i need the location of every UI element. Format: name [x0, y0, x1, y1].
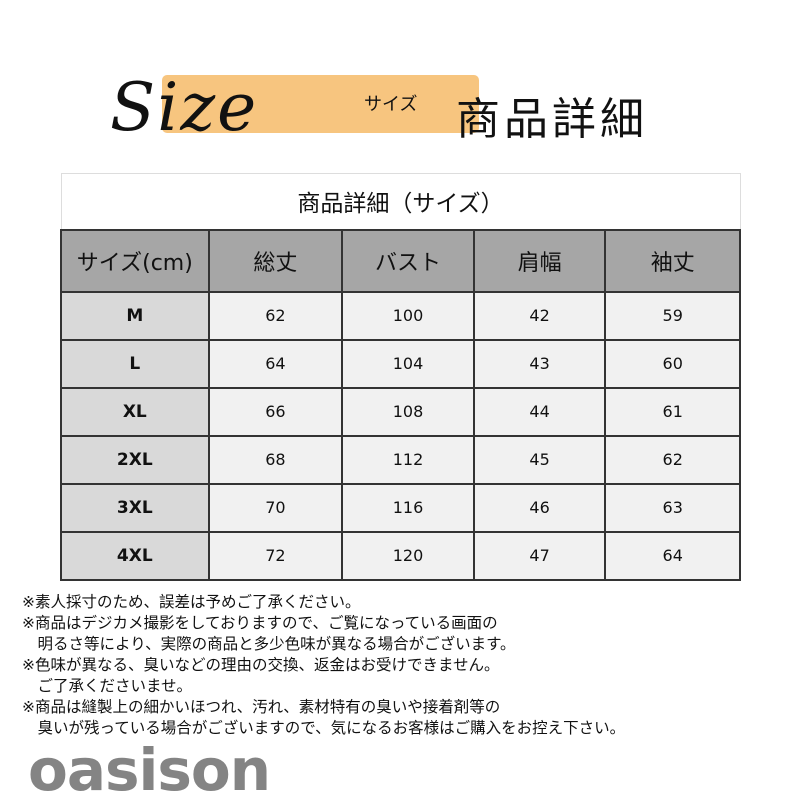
note-line: 臭いが残っている場合がございますので、気になるお客様はご購入をお控え下さい。 [22, 719, 626, 737]
measurement-cell: 112 [341, 434, 475, 485]
table-row: L 64 104 43 60 [60, 338, 741, 389]
size-label: L [60, 338, 210, 389]
header-length: 総丈 [207, 228, 344, 293]
measurement-cell: 120 [341, 530, 475, 581]
size-label: 3XL [60, 482, 210, 533]
measurement-cell: 61 [604, 386, 741, 437]
size-table: 商品詳細（サイズ） サイズ(cm) 総丈 バスト 肩幅 袖丈 M 62 100 42 5… [60, 173, 741, 581]
header-bust: バスト [341, 228, 475, 293]
measurement-cell: 62 [604, 434, 741, 485]
table-row: M 62 100 42 59 [60, 290, 741, 341]
table-row: XL 66 108 44 61 [60, 386, 741, 437]
table-row: 3XL 70 116 46 63 [60, 482, 741, 533]
table-caption: 商品詳細（サイズ） [60, 173, 741, 231]
note-line: 明るさ等により、実際の商品と多少色味が異なる場合がございます。 [22, 635, 516, 653]
measurement-cell: 116 [341, 482, 475, 533]
header-shoulder: 肩幅 [472, 228, 607, 293]
measurement-cell: 72 [207, 530, 344, 581]
note-line: ご了承くださいませ。 [22, 677, 193, 695]
measurement-cell: 66 [207, 386, 344, 437]
measurement-cell: 68 [207, 434, 344, 485]
size-label: 2XL [60, 434, 210, 485]
note-line: ※色味が異なる、臭いなどの理由の交換、返金はお受けできません。 [22, 656, 500, 674]
measurement-cell: 60 [604, 338, 741, 389]
measurement-cell: 59 [604, 290, 741, 341]
measurement-cell: 46 [472, 482, 607, 533]
watermark-logo: oasison [28, 736, 271, 804]
banner-size-kana: サイズ [364, 94, 418, 115]
measurement-cell: 104 [341, 338, 475, 389]
measurement-cell: 47 [472, 530, 607, 581]
measurement-cell: 62 [207, 290, 344, 341]
banner-size-word: Size [110, 69, 259, 146]
table-row: 2XL 68 112 45 62 [60, 434, 741, 485]
measurement-cell: 64 [604, 530, 741, 581]
banner-title: 商品詳細 [456, 94, 648, 145]
measurement-cell: 64 [207, 338, 344, 389]
table-row: 4XL 72 120 47 64 [60, 530, 741, 581]
header-size: サイズ(cm) [60, 228, 210, 293]
notes: ※素人採寸のため、誤差は予めご了承ください。 ※商品はデジカメ撮影をしておりますの… [22, 592, 625, 739]
measurement-cell: 108 [341, 386, 475, 437]
note-line: ※素人採寸のため、誤差は予めご了承ください。 [22, 593, 361, 611]
header-sleeve: 袖丈 [604, 228, 741, 293]
size-label: XL [60, 386, 210, 437]
table-header-row: サイズ(cm) 総丈 バスト 肩幅 袖丈 [60, 228, 741, 293]
note-line: ※商品はデジカメ撮影をしておりますので、ご覧になっている画面の [22, 614, 498, 632]
measurement-cell: 43 [472, 338, 607, 389]
measurement-cell: 44 [472, 386, 607, 437]
note-line: ※商品は縫製上の細かいほつれ、汚れ、素材特有の臭いや接着剤等の [22, 698, 501, 716]
banner-highlight [162, 75, 479, 133]
size-label: M [60, 290, 210, 341]
measurement-cell: 70 [207, 482, 344, 533]
measurement-cell: 42 [472, 290, 607, 341]
measurement-cell: 63 [604, 482, 741, 533]
measurement-cell: 100 [341, 290, 475, 341]
measurement-cell: 45 [472, 434, 607, 485]
size-label: 4XL [60, 530, 210, 581]
